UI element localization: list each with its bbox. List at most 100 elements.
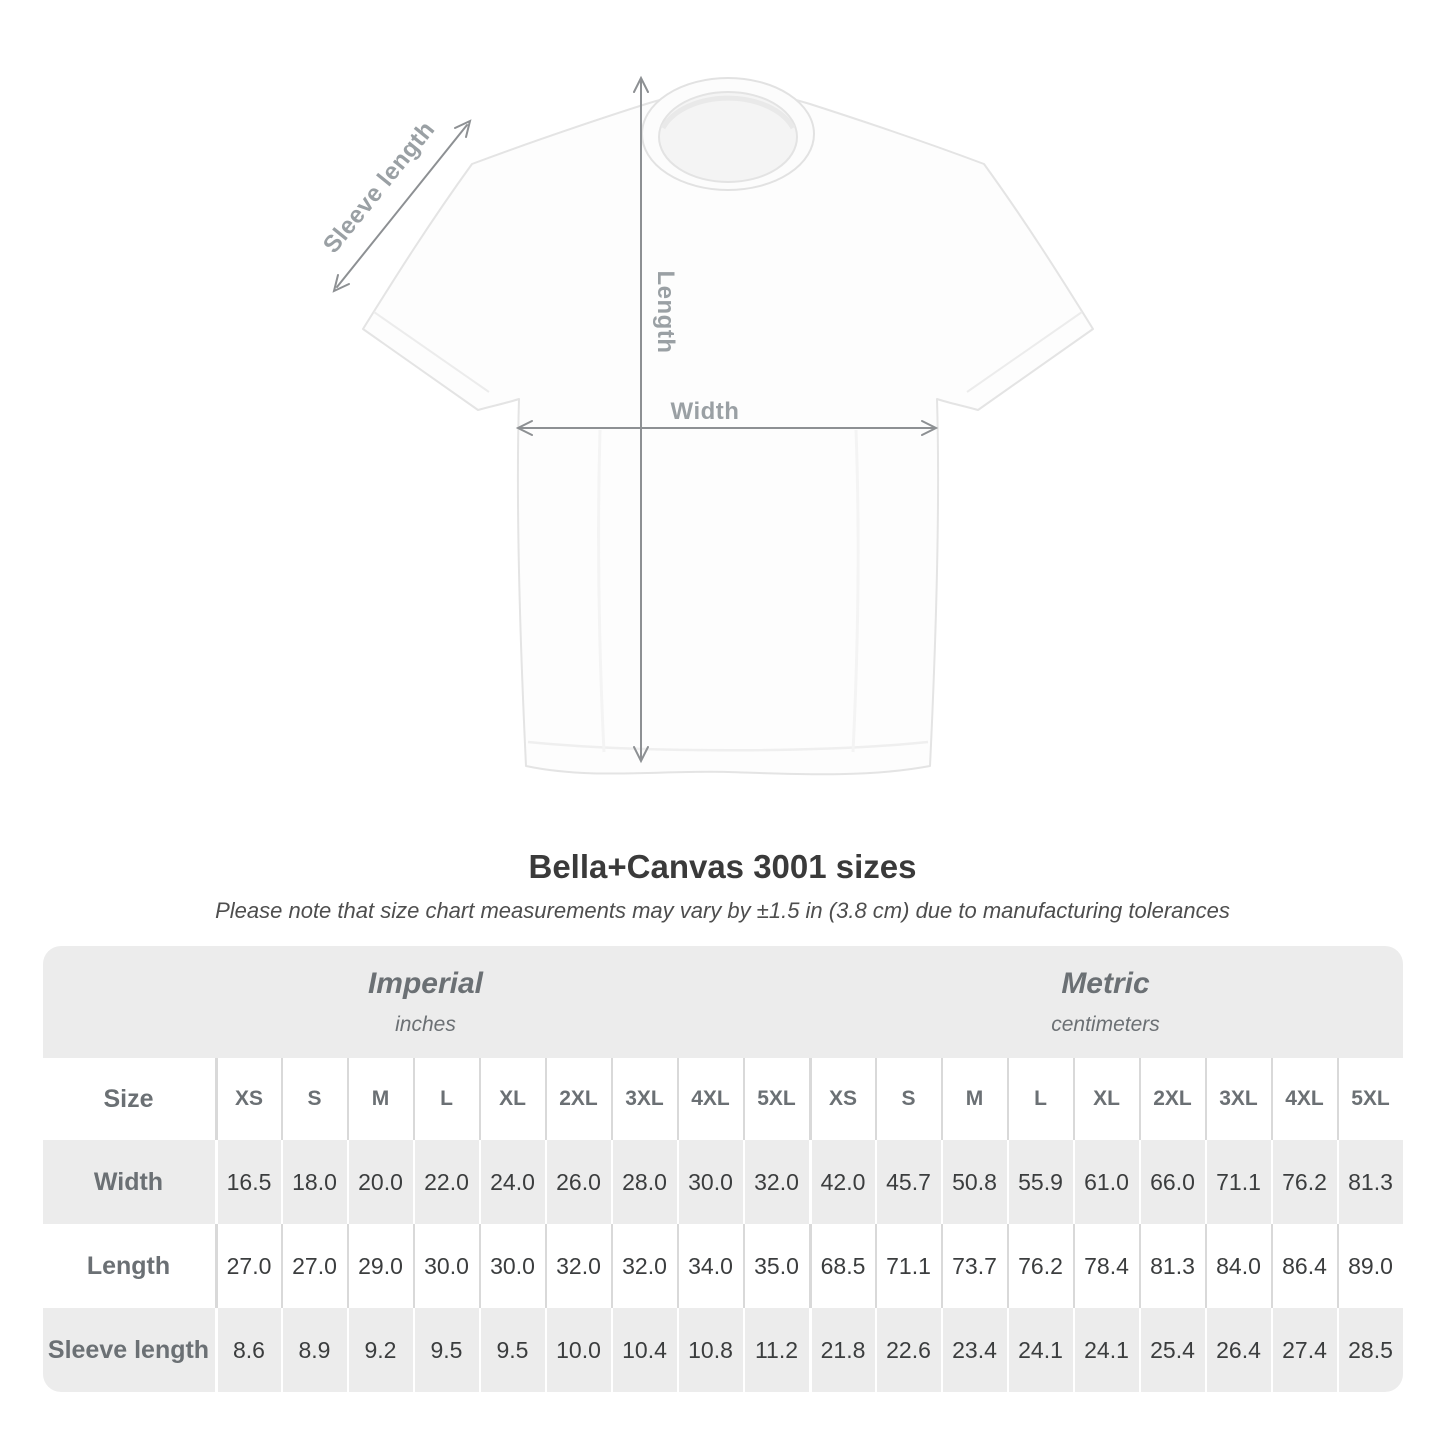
metric-header-cell: Metric centimeters	[808, 946, 1403, 1059]
value-cell: 89.0	[1336, 1224, 1403, 1309]
value-cell: 8.9	[280, 1308, 347, 1393]
value-cell: 50.8	[940, 1140, 1007, 1225]
tshirt-graphic	[362, 77, 1094, 776]
value-cell: 86.4	[1270, 1224, 1337, 1309]
size-col-imperial-4xl: 4XL	[676, 1058, 743, 1141]
value-cell: 84.0	[1204, 1224, 1271, 1309]
value-cell: 9.5	[412, 1308, 479, 1393]
width-arrow	[515, 420, 939, 436]
size-col-metric-2xl: 2XL	[1138, 1058, 1205, 1141]
value-cell: 9.5	[478, 1308, 545, 1393]
value-cell: 16.5	[214, 1140, 281, 1225]
sleeve-length-arrow	[332, 119, 472, 293]
width-label: Width	[671, 398, 740, 425]
size-col-metric-4xl: 4XL	[1270, 1058, 1337, 1141]
size-col-imperial-2xl: 2XL	[544, 1058, 611, 1141]
value-cell: 27.0	[214, 1224, 281, 1309]
row-label: Sleeve length	[42, 1308, 215, 1393]
value-cell: 78.4	[1072, 1224, 1139, 1309]
value-cell: 28.5	[1336, 1308, 1403, 1393]
value-cell: 30.0	[676, 1140, 743, 1225]
value-cell: 10.4	[610, 1308, 677, 1393]
size-header-row: Size XS S M L XL 2XL 3XL 4XL 5XL XS S M L XL 2XL 3XL 4XL…	[42, 1058, 1403, 1141]
value-cell: 73.7	[940, 1224, 1007, 1309]
value-cell: 29.0	[346, 1224, 413, 1309]
size-col-metric-m: M	[940, 1058, 1007, 1141]
size-col-metric-3xl: 3XL	[1204, 1058, 1271, 1141]
value-cell: 21.8	[808, 1308, 875, 1393]
value-cell: 61.0	[1072, 1140, 1139, 1225]
value-cell: 24.1	[1006, 1308, 1073, 1393]
measurement-row-length: Length 27.0 27.0 29.0 30.0 30.0 32.0 32.0 34.0 35…	[42, 1224, 1403, 1309]
size-col-metric-s: S	[874, 1058, 941, 1141]
value-cell: 81.3	[1336, 1140, 1403, 1225]
value-cell: 32.0	[742, 1140, 809, 1225]
collar-inner	[658, 91, 798, 183]
value-cell: 23.4	[940, 1308, 1007, 1393]
value-cell: 26.0	[544, 1140, 611, 1225]
tshirt-measurement-diagram: Sleeve length Length Width	[318, 75, 1094, 776]
value-cell: 24.1	[1072, 1308, 1139, 1393]
value-cell: 66.0	[1138, 1140, 1205, 1225]
value-cell: 22.0	[412, 1140, 479, 1225]
value-cell: 18.0	[280, 1140, 347, 1225]
value-cell: 32.0	[610, 1224, 677, 1309]
value-cell: 71.1	[1204, 1140, 1271, 1225]
length-label: Length	[652, 271, 679, 354]
value-cell: 11.2	[742, 1308, 809, 1393]
value-cell: 27.0	[280, 1224, 347, 1309]
size-col-imperial-xs: XS	[214, 1058, 281, 1141]
value-cell: 34.0	[676, 1224, 743, 1309]
size-chart-table: Imperial inches Metric centimeters Size …	[42, 946, 1403, 1393]
value-cell: 28.0	[610, 1140, 677, 1225]
value-cell: 68.5	[808, 1224, 875, 1309]
value-cell: 71.1	[874, 1224, 941, 1309]
value-cell: 30.0	[478, 1224, 545, 1309]
value-cell: 76.2	[1006, 1224, 1073, 1309]
value-cell: 24.0	[478, 1140, 545, 1225]
value-cell: 30.0	[412, 1224, 479, 1309]
value-cell: 9.2	[346, 1308, 413, 1393]
size-col-metric-xs: XS	[808, 1058, 875, 1141]
metric-header: Metric	[1061, 967, 1150, 1001]
imperial-header: Imperial	[367, 967, 484, 1001]
measurement-row-sleeve-length: Sleeve length 8.6 8.9 9.2 9.5 9.5 10.0 10.4 10.8…	[42, 1308, 1403, 1393]
value-cell: 8.6	[214, 1308, 281, 1393]
value-cell: 10.0	[544, 1308, 611, 1393]
size-col-imperial-m: M	[346, 1058, 413, 1141]
value-cell: 76.2	[1270, 1140, 1337, 1225]
value-cell: 42.0	[808, 1140, 875, 1225]
size-col-imperial-l: L	[412, 1058, 479, 1141]
imperial-unit: inches	[395, 1013, 456, 1037]
imperial-header-cell: Imperial inches	[42, 946, 809, 1059]
value-cell: 26.4	[1204, 1308, 1271, 1393]
size-col-metric-5xl: 5XL	[1336, 1058, 1403, 1141]
size-col-imperial-xl: XL	[478, 1058, 545, 1141]
length-arrow	[633, 75, 649, 764]
value-cell: 35.0	[742, 1224, 809, 1309]
page-title: Bella+Canvas 3001 sizes	[528, 848, 917, 885]
value-cell: 20.0	[346, 1140, 413, 1225]
size-col-imperial-s: S	[280, 1058, 347, 1141]
tshirt-diagram-svg: Sleeve length Length Width	[318, 75, 1094, 776]
measurement-row-width: Width 16.5 18.0 20.0 22.0 24.0 26.0 28.0 30.0 32.…	[42, 1140, 1403, 1225]
value-cell: 10.8	[676, 1308, 743, 1393]
unit-header-row: Imperial inches Metric centimeters	[42, 946, 1403, 1059]
value-cell: 81.3	[1138, 1224, 1205, 1309]
metric-unit: centimeters	[1051, 1013, 1160, 1037]
size-col-metric-l: L	[1006, 1058, 1073, 1141]
tolerance-note: Please note that size chart measurements…	[215, 897, 1230, 923]
size-col-metric-xl: XL	[1072, 1058, 1139, 1141]
size-col-imperial-5xl: 5XL	[742, 1058, 809, 1141]
value-cell: 25.4	[1138, 1308, 1205, 1393]
value-cell: 22.6	[874, 1308, 941, 1393]
value-cell: 55.9	[1006, 1140, 1073, 1225]
size-col-imperial-3xl: 3XL	[610, 1058, 677, 1141]
value-cell: 27.4	[1270, 1308, 1337, 1393]
row-label: Width	[42, 1140, 215, 1225]
value-cell: 32.0	[544, 1224, 611, 1309]
row-label: Length	[42, 1224, 215, 1309]
size-corner-label: Size	[42, 1058, 215, 1141]
value-cell: 45.7	[874, 1140, 941, 1225]
